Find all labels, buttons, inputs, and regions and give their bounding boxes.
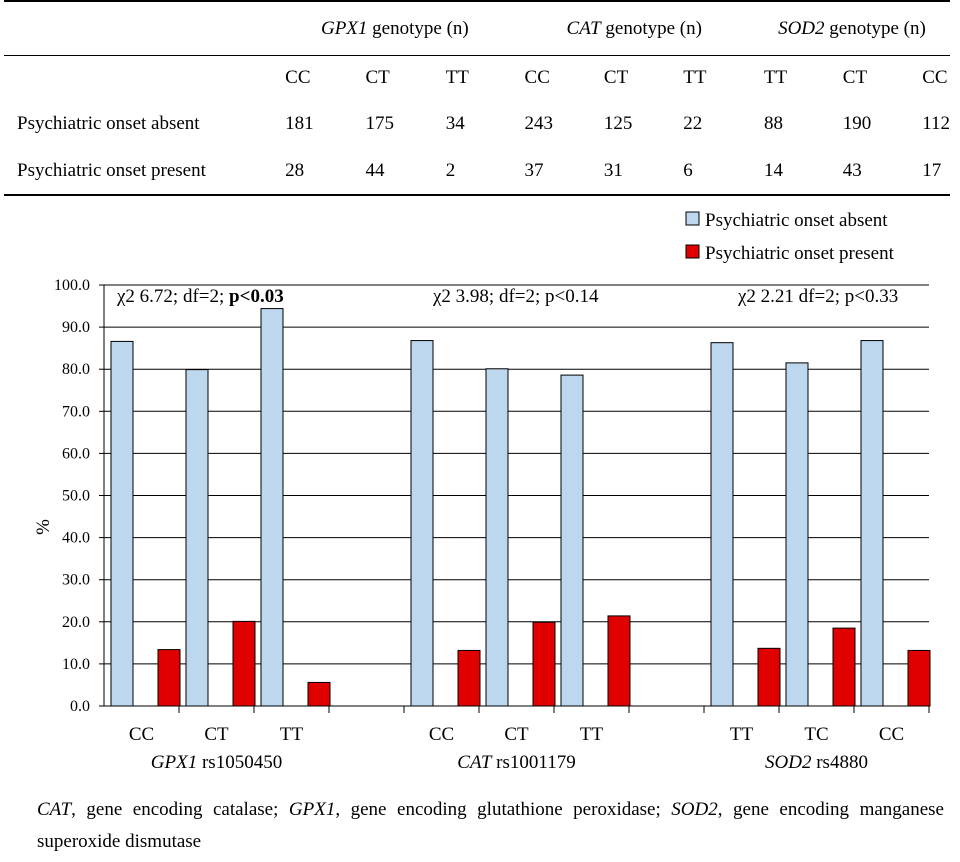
y-tick-label: 70.0 xyxy=(62,403,90,420)
table-cell: 181 xyxy=(285,112,314,134)
x-tick-label: CT xyxy=(204,724,229,745)
genotype-header: CT xyxy=(365,67,390,88)
genotype-header: CT xyxy=(603,67,629,88)
row-label: Psychiatric onset absent xyxy=(17,112,200,134)
bar-present xyxy=(457,649,481,707)
x-tick-label: TT xyxy=(280,724,304,745)
table-header-genotypes: CC CT TT CC CT TT TT CT CC xyxy=(4,56,950,101)
table-cell: 190 xyxy=(842,112,872,134)
genotype-header: TT xyxy=(445,67,469,88)
group-header-sod2: SOD2 genotype (n) xyxy=(753,0,950,56)
table-cell: 22 xyxy=(683,112,703,134)
bar-absent xyxy=(860,340,884,707)
bar-absent xyxy=(110,340,134,707)
table-cell: 175 xyxy=(365,112,394,134)
y-tick-label: 90.0 xyxy=(62,319,90,336)
genotype-header: TT xyxy=(683,67,707,88)
bar-absent xyxy=(185,369,209,707)
bar-present xyxy=(157,649,181,707)
caption-text: , gene encoding glutathione peroxidase; xyxy=(335,799,672,820)
x-tick-label: CT xyxy=(504,724,529,745)
legend-label: Psychiatric onset present xyxy=(705,243,895,264)
y-axis-label: % xyxy=(33,519,54,535)
chi-square-annotation: χ2 6.72; df=2; p<0.03 xyxy=(116,286,284,307)
caption-text: , gene encoding catalase; xyxy=(71,799,289,820)
table-cell: 37 xyxy=(514,147,594,196)
genotype-header: TT xyxy=(763,67,788,88)
group-header-gpx1: GPX1 genotype (n) xyxy=(275,0,515,56)
x-tick-label: TC xyxy=(804,724,828,745)
table-cell: 44 xyxy=(355,147,436,196)
chi-square-annotation: χ2 2.21 df=2; p<0.33 xyxy=(737,286,898,307)
bar-present xyxy=(907,649,931,707)
table-cell: 34 xyxy=(445,112,465,134)
table-cell: 28 xyxy=(275,147,356,196)
chi-square-annotation: χ2 3.98; df=2; p<0.14 xyxy=(432,286,599,307)
table-cell: 14 xyxy=(753,147,833,196)
y-tick-label: 0.0 xyxy=(70,698,90,715)
bar-present xyxy=(232,620,256,707)
bar-present xyxy=(607,615,631,707)
table-cell: 17 xyxy=(912,147,950,196)
bar-absent xyxy=(410,340,434,707)
table-cell: 6 xyxy=(673,147,754,196)
y-tick-label: 50.0 xyxy=(62,488,90,505)
bar-absent xyxy=(260,308,284,707)
x-tick-label: TT xyxy=(730,724,754,745)
figure-caption: CAT, gene encoding catalase; GPX1, gene … xyxy=(37,794,944,858)
y-tick-label: 100.0 xyxy=(54,277,90,294)
genotype-table: GPX1 genotype (n) CAT genotype (n) SOD2 … xyxy=(4,0,950,196)
table-row: Psychiatric onset absent 181 175 34 243 … xyxy=(4,100,950,147)
group-label: GPX1 rs1050450 xyxy=(151,752,282,773)
table-row: Psychiatric onset present 28 44 2 37 31 … xyxy=(4,147,950,196)
table-cell: 43 xyxy=(832,147,913,196)
y-tick-label: 10.0 xyxy=(62,656,90,673)
y-tick-label: 60.0 xyxy=(62,445,90,462)
caption-gene: SOD2 xyxy=(671,799,718,820)
genotype-header: CT xyxy=(842,67,868,88)
bar-chart: 0.0 10.0 20.0 30.0 40.0 50.0 60.0 70.0 80.0 90.0 1… xyxy=(33,210,931,773)
bar-present xyxy=(532,621,556,707)
genotype-header: CC xyxy=(285,67,311,88)
table-cell: 243 xyxy=(524,112,554,134)
bar-absent xyxy=(485,368,509,707)
genotype-header: CC xyxy=(922,67,948,88)
table-corner xyxy=(4,0,276,56)
table-cell: 88 xyxy=(763,112,783,134)
row-label: Psychiatric onset present xyxy=(4,147,276,196)
group-header-cat: CAT genotype (n) xyxy=(514,0,754,56)
legend-swatch xyxy=(685,244,700,259)
y-tick-label: 40.0 xyxy=(62,530,90,547)
group-label: CAT rs1001179 xyxy=(457,752,575,773)
table-cell: 2 xyxy=(435,147,515,196)
y-tick-label: 80.0 xyxy=(62,361,90,378)
table-cell: 125 xyxy=(603,112,633,134)
genotype-header: CC xyxy=(524,67,550,88)
x-tick-label: TT xyxy=(580,724,604,745)
caption-gene: GPX1 xyxy=(288,799,336,820)
legend-swatch xyxy=(685,211,700,226)
table-cell: 31 xyxy=(593,147,674,196)
table-header-groups: GPX1 genotype (n) CAT genotype (n) SOD2 … xyxy=(4,0,950,56)
x-tick-label: CC xyxy=(429,724,454,745)
bar-present xyxy=(307,681,331,707)
y-tick-label: 20.0 xyxy=(62,614,90,631)
legend-label: Psychiatric onset absent xyxy=(705,210,888,231)
bar-present xyxy=(757,647,781,707)
bar-absent xyxy=(560,374,584,707)
caption-text: , gene encoding manganese superoxide dis… xyxy=(37,799,944,852)
bar-absent xyxy=(710,342,734,707)
caption-gene: CAT xyxy=(37,799,72,820)
x-tick-label: CC xyxy=(129,724,154,745)
bar-absent xyxy=(785,362,809,707)
group-label: SOD2 rs4880 xyxy=(765,752,868,773)
y-tick-label: 30.0 xyxy=(62,572,90,589)
table-cell: 112 xyxy=(922,112,950,134)
x-tick-label: CC xyxy=(879,724,904,745)
bar-present xyxy=(832,627,856,707)
